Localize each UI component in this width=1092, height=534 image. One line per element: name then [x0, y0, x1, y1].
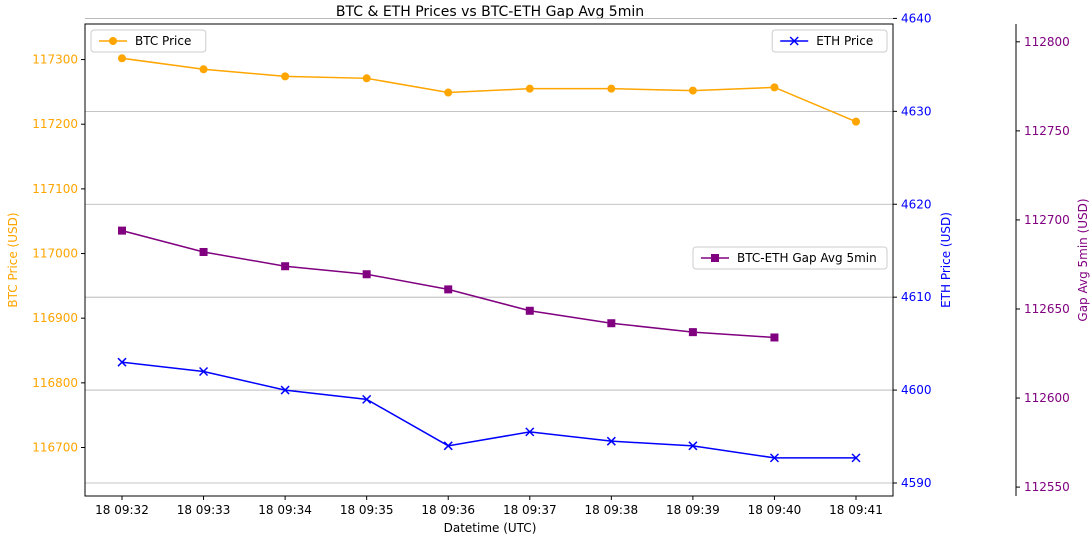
- eth-price-point: [362, 394, 372, 404]
- eth-price-point: [769, 453, 779, 463]
- gap-axis-label: Gap Avg 5min (USD): [1076, 198, 1090, 321]
- x-tick-label: 18 09:39: [666, 503, 720, 517]
- legend-layer: BTC Price ETH Price BTC-ETH Gap Avg 5min: [90, 29, 888, 270]
- legend-marker: [711, 254, 719, 262]
- btc-price-point: [362, 74, 371, 83]
- btc-eth-gap-avg-5min-point: [362, 270, 371, 279]
- plot-frame: [84, 23, 894, 497]
- axes-layer: 18 09:32 18 09:33 18 09:34 18 09:35 18 09:36…: [32, 11, 1070, 517]
- eth-price-point: [688, 441, 698, 451]
- btc-tick-label: 117200: [32, 117, 78, 131]
- x-axis-label: Datetime (UTC): [444, 521, 537, 534]
- grid: [85, 18, 893, 484]
- btc-price-point: [688, 86, 697, 95]
- btc-eth-gap-avg-5min-point: [688, 328, 697, 337]
- gap-tick-label: 112600: [1024, 391, 1070, 405]
- btc-tick-label: 116700: [32, 441, 78, 455]
- btc-price-point: [525, 84, 534, 93]
- eth-price-point: [199, 366, 209, 377]
- legend-label: BTC Price: [135, 34, 191, 48]
- series-layer: [117, 54, 861, 463]
- btc-eth-gap-avg-5min-point: [118, 226, 126, 235]
- btc-tick-label: 116800: [32, 376, 78, 390]
- x-tick-label: 18 09:33: [177, 503, 231, 517]
- eth-price-point: [117, 357, 127, 367]
- btc-eth-gap-avg-5min-point: [199, 247, 208, 256]
- btc-tick-label: 116900: [32, 311, 78, 325]
- legend-label: BTC-ETH Gap Avg 5min: [737, 251, 877, 265]
- btc-axis-label: BTC Price (USD): [6, 212, 20, 307]
- btc-eth-gap-avg-5min-point: [607, 319, 616, 328]
- btc-eth-gap-avg-5min-point: [525, 306, 534, 315]
- eth-price-point: [606, 436, 616, 446]
- btc-price-line: [121, 57, 857, 123]
- eth-price-point: [525, 427, 535, 437]
- gap-tick-label: 112800: [1024, 35, 1070, 49]
- eth-axis-label: ETH Price (USD): [939, 212, 953, 308]
- x-tick-label: 18 09:35: [340, 503, 394, 517]
- gap-tick-label: 112650: [1024, 302, 1070, 316]
- legend-box: [771, 29, 888, 53]
- btc-eth-gap-avg-5min-point: [281, 262, 290, 271]
- btc-tick-label: 117300: [32, 53, 78, 67]
- btc-eth-gap-avg-5min-line: [121, 229, 775, 339]
- legend-box: [692, 246, 888, 270]
- eth-price-line: [121, 361, 856, 459]
- x-tick-label: 18 09:32: [95, 503, 149, 517]
- eth-price-point: [280, 385, 290, 395]
- eth-tick-label: 4630: [901, 104, 932, 118]
- gap-tick-label: 112700: [1024, 213, 1070, 227]
- btc-price-point: [607, 84, 616, 93]
- btc-price-point: [281, 72, 290, 81]
- eth-tick-label: 4640: [901, 11, 932, 25]
- btc-price-point: [118, 54, 126, 63]
- gap-tick-label: 112750: [1024, 124, 1070, 138]
- btc-price-point: [444, 88, 453, 97]
- legend-box: [90, 29, 207, 53]
- x-tick-label: 18 09:40: [748, 503, 802, 517]
- chart-title: BTC & ETH Prices vs BTC-ETH Gap Avg 5min: [336, 4, 644, 20]
- legend-label: ETH Price: [816, 34, 873, 48]
- x-tick-label: 18 09:41: [829, 503, 883, 517]
- btc-tick-label: 117000: [32, 247, 78, 261]
- x-tick-label: 18 09:34: [258, 503, 312, 517]
- legend-marker: [789, 36, 799, 46]
- eth-tick-label: 4610: [901, 290, 932, 304]
- eth-price-point: [443, 441, 453, 451]
- x-tick-label: 18 09:36: [421, 503, 475, 517]
- legend-marker: [109, 37, 117, 45]
- btc-eth-gap-avg-5min-point: [770, 333, 779, 342]
- btc-price-point: [199, 65, 208, 74]
- x-tick-label: 18 09:37: [503, 503, 557, 517]
- eth-tick-label: 4590: [901, 476, 932, 490]
- btc-price-point: [852, 117, 860, 126]
- eth-tick-label: 4620: [901, 197, 932, 211]
- eth-price-point: [851, 453, 861, 463]
- x-tick-label: 18 09:38: [584, 503, 638, 517]
- btc-price-point: [770, 83, 779, 92]
- btc-eth-gap-avg-5min-point: [444, 285, 453, 294]
- btc-tick-label: 117100: [32, 182, 78, 196]
- gap-tick-label: 112550: [1024, 480, 1070, 494]
- eth-tick-label: 4600: [901, 383, 932, 397]
